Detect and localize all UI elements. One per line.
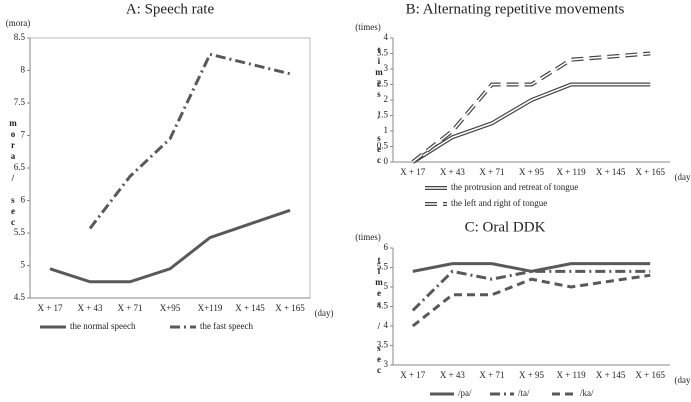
y-tick-label: 4 bbox=[384, 320, 389, 330]
y-axis-label: times / sec bbox=[374, 45, 384, 166]
y-tick-label: 8 bbox=[21, 65, 26, 75]
y-axis-label: mora / sec bbox=[8, 118, 18, 228]
y-tick-label: 5.5 bbox=[14, 227, 26, 237]
unit-label: (mora) bbox=[6, 18, 31, 28]
y-tick-label: 2 bbox=[384, 94, 389, 104]
x-tick-label: X + 165 bbox=[635, 370, 665, 380]
y-tick-label: 4.5 bbox=[14, 292, 26, 302]
series-line bbox=[411, 82, 651, 164]
legend-label: the protrusion and retreat of tongue bbox=[451, 182, 578, 192]
x-tick-label: X + 71 bbox=[479, 167, 504, 177]
legend-label: the fast speech bbox=[200, 321, 253, 331]
y-tick-label: 3.5 bbox=[377, 48, 389, 58]
series-line bbox=[411, 273, 651, 328]
x-tick-label: X + 43 bbox=[440, 370, 466, 380]
y-tick-label: 4 bbox=[384, 32, 389, 42]
x-tick-label: X + 17 bbox=[400, 370, 426, 380]
y-tick-label: 6 bbox=[384, 242, 389, 252]
legend-label: the left and right of tongue bbox=[451, 198, 547, 208]
x-tick-label: X + 71 bbox=[479, 370, 504, 380]
y-tick-label: 6.5 bbox=[14, 162, 26, 172]
plot-frame bbox=[29, 37, 311, 299]
x-tick-label: X + 43 bbox=[77, 303, 103, 313]
series-line bbox=[49, 208, 291, 284]
y-tick-label: 2.5 bbox=[377, 79, 389, 89]
x-tick-label: X + 17 bbox=[37, 303, 63, 313]
unit-label: (times) bbox=[355, 22, 381, 32]
series-line-inner bbox=[412, 83, 651, 163]
y-tick-label: 7.5 bbox=[14, 97, 26, 107]
legend-label: /ka/ bbox=[580, 388, 594, 398]
legend-label: the normal speech bbox=[70, 321, 136, 331]
unit-label: (times) bbox=[355, 232, 381, 242]
y-tick-label: 4.5 bbox=[377, 301, 389, 311]
series-line-inner bbox=[412, 52, 651, 163]
y-tick-label: 3.5 bbox=[377, 340, 389, 350]
series-line bbox=[411, 51, 651, 164]
x-tick-label: X + 119 bbox=[556, 167, 586, 177]
y-tick-label: 7 bbox=[21, 130, 26, 140]
y-tick-label: 5 bbox=[384, 281, 389, 291]
y-tick-label: 6 bbox=[21, 195, 26, 205]
y-tick-label: 0 bbox=[384, 156, 389, 166]
series-line bbox=[88, 52, 291, 230]
x-tick-label: X + 95 bbox=[519, 370, 545, 380]
x-tick-label: X+95 bbox=[160, 303, 181, 313]
legend-label: /pa/ bbox=[458, 388, 472, 398]
x-tick-label: X + 119 bbox=[556, 370, 586, 380]
x-tick-label: X + 145 bbox=[235, 303, 265, 313]
x-tick-label: X + 71 bbox=[117, 303, 142, 313]
chart-title: A: Speech rate bbox=[126, 1, 215, 17]
x-tick-label: X + 43 bbox=[440, 167, 466, 177]
x-tick-label: X + 145 bbox=[596, 167, 626, 177]
x-tick-label: X+119 bbox=[198, 303, 223, 313]
y-tick-label: 0.5 bbox=[377, 141, 389, 151]
x-tick-label: X + 17 bbox=[400, 167, 426, 177]
y-tick-label: 5 bbox=[21, 260, 26, 270]
legend-label: /ta/ bbox=[518, 388, 530, 398]
y-tick-label: 8.5 bbox=[14, 32, 26, 42]
x-tick-label: X + 145 bbox=[596, 370, 626, 380]
y-tick-label: 1.5 bbox=[377, 110, 389, 120]
series-line bbox=[411, 269, 651, 312]
x-axis-label: (day) bbox=[675, 172, 691, 182]
x-tick-label: X + 165 bbox=[275, 303, 305, 313]
y-tick-label: 5.5 bbox=[377, 262, 389, 272]
x-axis-label: (day) bbox=[315, 308, 334, 318]
y-tick-label: 1 bbox=[384, 125, 389, 135]
chart-title: C: Oral DDK bbox=[465, 219, 546, 235]
x-tick-label: X + 95 bbox=[519, 167, 545, 177]
y-axis-label: times / sec bbox=[374, 255, 384, 376]
y-tick-label: 3 bbox=[384, 63, 389, 73]
x-axis-label: (day) bbox=[675, 375, 691, 385]
y-tick-label: 3 bbox=[384, 359, 389, 369]
chart-title: B: Alternating repetitive movements bbox=[406, 1, 625, 17]
x-tick-label: X + 165 bbox=[635, 167, 665, 177]
series-line bbox=[412, 262, 651, 273]
